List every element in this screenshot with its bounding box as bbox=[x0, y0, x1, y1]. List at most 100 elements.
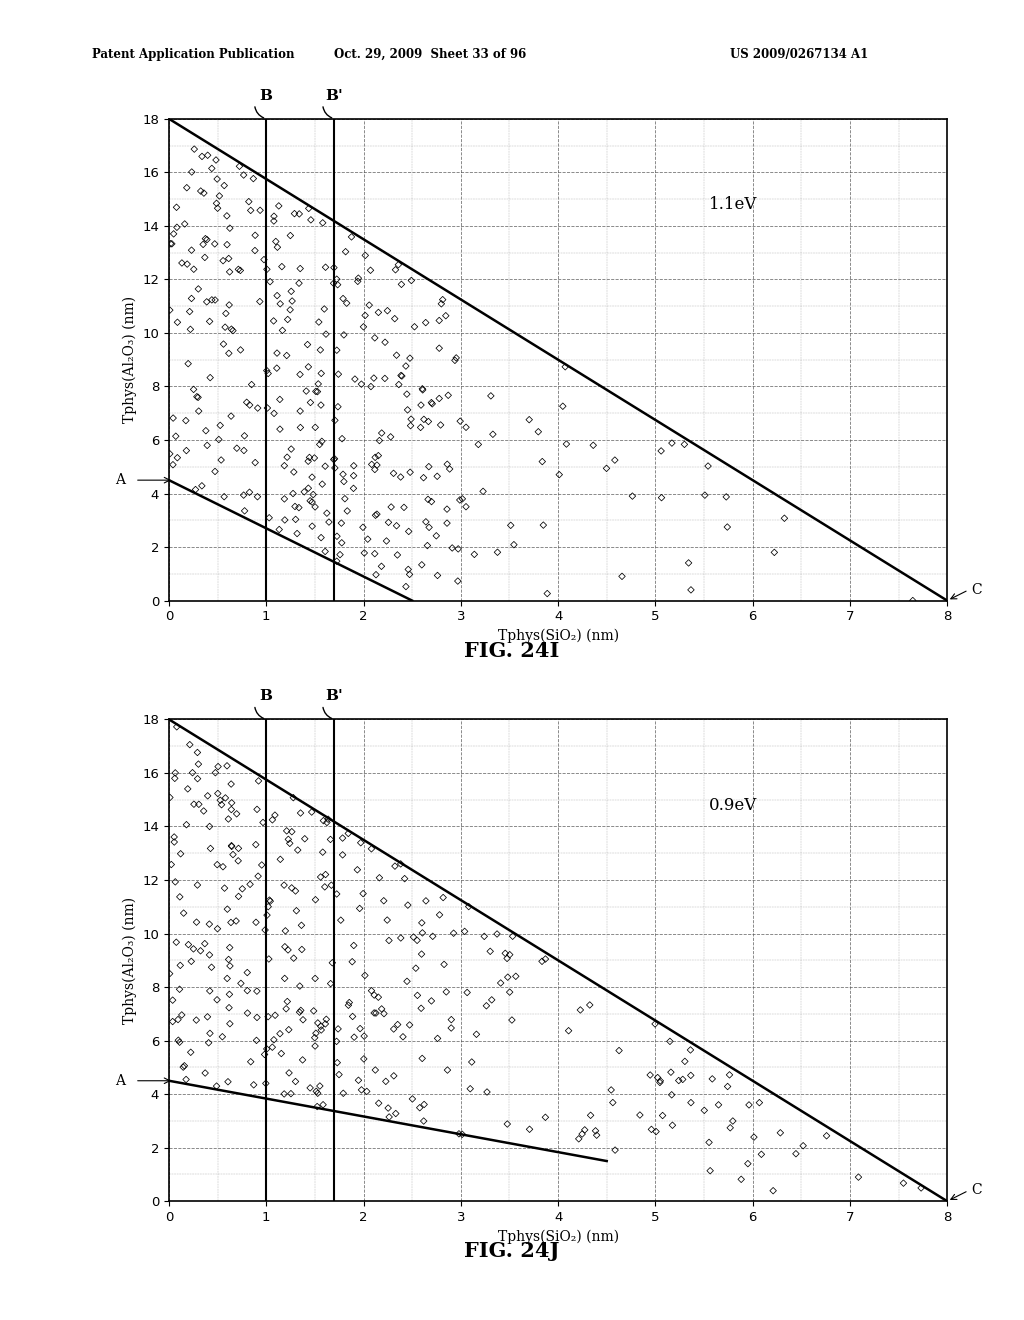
Point bbox=[298, 380, 314, 401]
Point bbox=[334, 428, 350, 449]
Point bbox=[653, 441, 670, 462]
Point bbox=[212, 414, 228, 436]
Point bbox=[211, 185, 227, 206]
Point bbox=[181, 301, 198, 322]
Point bbox=[772, 1122, 788, 1143]
Point bbox=[219, 899, 236, 920]
Point bbox=[183, 288, 200, 309]
Point bbox=[258, 1039, 274, 1060]
Point bbox=[181, 734, 198, 755]
Point bbox=[416, 1110, 432, 1131]
Point bbox=[283, 224, 299, 246]
Point bbox=[195, 234, 211, 255]
Point bbox=[173, 1005, 189, 1026]
Point bbox=[413, 417, 429, 438]
Point bbox=[625, 486, 641, 507]
Point bbox=[345, 465, 361, 486]
Point bbox=[329, 1052, 345, 1073]
Point bbox=[344, 1006, 360, 1027]
Point bbox=[287, 496, 303, 517]
Point bbox=[459, 982, 475, 1003]
Point bbox=[352, 1018, 369, 1039]
Point bbox=[247, 451, 263, 473]
Text: 0.9eV: 0.9eV bbox=[709, 796, 758, 813]
Point bbox=[506, 535, 522, 556]
Point bbox=[304, 516, 321, 537]
X-axis label: Tphys(SiO₂) (nm): Tphys(SiO₂) (nm) bbox=[498, 628, 618, 643]
Point bbox=[276, 1084, 293, 1105]
Point bbox=[264, 809, 281, 830]
Text: Oct. 29, 2009  Sheet 33 of 96: Oct. 29, 2009 Sheet 33 of 96 bbox=[334, 48, 526, 61]
Point bbox=[284, 290, 300, 312]
Point bbox=[248, 834, 264, 855]
Point bbox=[332, 544, 348, 565]
Point bbox=[190, 400, 207, 421]
Point bbox=[210, 756, 226, 777]
Point bbox=[321, 511, 337, 532]
Point bbox=[632, 1105, 648, 1126]
Point bbox=[355, 1048, 372, 1069]
Point bbox=[209, 169, 225, 190]
Point bbox=[213, 449, 229, 470]
Point bbox=[386, 308, 402, 329]
Point bbox=[380, 512, 396, 533]
Point bbox=[264, 1036, 281, 1057]
Point bbox=[221, 937, 238, 958]
Point bbox=[280, 940, 296, 961]
Point bbox=[589, 1125, 605, 1146]
Y-axis label: Tphys(Al₂O₃) (nm): Tphys(Al₂O₃) (nm) bbox=[122, 896, 136, 1024]
Point bbox=[371, 1093, 387, 1114]
Point bbox=[374, 422, 390, 444]
Text: C: C bbox=[972, 1184, 982, 1197]
Point bbox=[316, 876, 333, 898]
Point bbox=[254, 854, 270, 875]
Point bbox=[393, 366, 410, 387]
Point bbox=[307, 968, 324, 989]
Point bbox=[369, 504, 385, 525]
Point bbox=[260, 1006, 276, 1027]
Point bbox=[395, 1026, 412, 1047]
Point bbox=[318, 1008, 335, 1030]
Point bbox=[276, 510, 293, 531]
Point bbox=[217, 787, 233, 808]
Point bbox=[367, 446, 383, 467]
Point bbox=[281, 1019, 297, 1040]
Point bbox=[207, 234, 223, 255]
Point bbox=[244, 374, 260, 395]
Point bbox=[388, 515, 404, 536]
Point bbox=[300, 356, 316, 378]
Point bbox=[166, 832, 182, 853]
Point bbox=[198, 228, 214, 249]
Point bbox=[269, 236, 286, 257]
Point bbox=[292, 257, 308, 279]
Point bbox=[683, 1065, 699, 1086]
Point bbox=[647, 1014, 664, 1035]
Point bbox=[335, 845, 351, 866]
Point bbox=[458, 496, 474, 517]
Point bbox=[745, 1126, 762, 1147]
Point bbox=[259, 904, 275, 925]
Point bbox=[259, 259, 275, 280]
Point bbox=[258, 1073, 274, 1094]
Point bbox=[326, 257, 342, 279]
Point bbox=[392, 853, 409, 874]
Point bbox=[201, 1032, 217, 1053]
Point bbox=[330, 275, 346, 296]
Point bbox=[335, 1082, 351, 1104]
Point bbox=[314, 474, 331, 495]
Point bbox=[521, 409, 538, 430]
Point bbox=[292, 364, 308, 385]
Text: Patent Application Publication: Patent Application Publication bbox=[92, 48, 295, 61]
Point bbox=[662, 1031, 678, 1052]
Point bbox=[246, 1074, 262, 1096]
Point bbox=[210, 783, 226, 804]
Point bbox=[292, 400, 308, 421]
Point bbox=[377, 368, 393, 389]
Point bbox=[431, 310, 447, 331]
Point bbox=[319, 809, 336, 830]
Point bbox=[331, 1064, 347, 1085]
Point bbox=[503, 515, 519, 536]
Point bbox=[185, 939, 202, 960]
Point bbox=[208, 193, 224, 214]
Point bbox=[434, 289, 451, 310]
